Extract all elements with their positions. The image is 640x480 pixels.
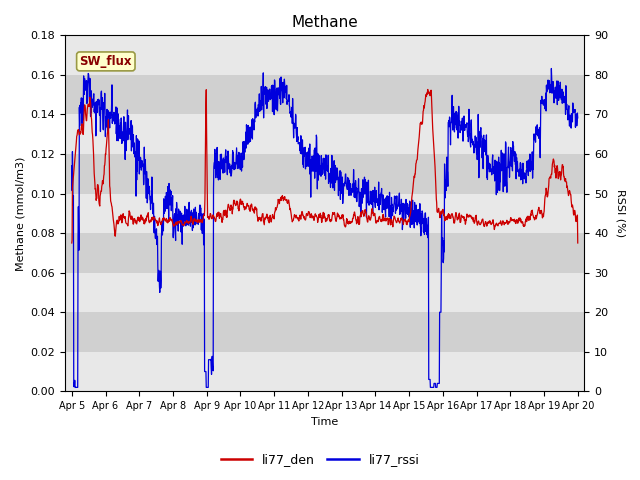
Line: li77_den: li77_den — [72, 89, 578, 243]
Bar — [65, 36, 584, 75]
Bar — [65, 114, 584, 154]
li77_rssi — [444, 183, 452, 189]
li77_den — [444, 212, 452, 218]
li77_den — [518, 220, 526, 226]
li77_den — [301, 217, 309, 223]
li77_den — [68, 240, 76, 246]
li77_den — [147, 219, 155, 225]
Bar — [65, 154, 584, 193]
Title: Methane: Methane — [291, 15, 358, 30]
Line: li77_rssi: li77_rssi — [72, 69, 578, 387]
li77_den — [568, 200, 575, 206]
Bar — [65, 75, 584, 114]
li77_rssi — [71, 384, 79, 390]
Y-axis label: RSSI (%): RSSI (%) — [615, 189, 625, 238]
li77_rssi — [312, 147, 319, 153]
Bar — [65, 233, 584, 273]
li77_den — [574, 240, 582, 246]
li77_rssi — [302, 159, 310, 165]
li77_rssi — [568, 113, 575, 119]
Text: SW_flux: SW_flux — [79, 55, 132, 68]
Bar — [65, 352, 584, 391]
Bar — [65, 193, 584, 233]
li77_rssi — [574, 115, 582, 121]
li77_rssi — [68, 163, 76, 169]
li77_den — [311, 212, 319, 217]
Y-axis label: Methane (mmol/m3): Methane (mmol/m3) — [15, 156, 25, 271]
li77_rssi — [518, 177, 526, 182]
li77_rssi — [548, 66, 556, 72]
li77_rssi — [147, 200, 155, 206]
li77_den — [424, 86, 431, 92]
Bar — [65, 273, 584, 312]
X-axis label: Time: Time — [311, 417, 339, 427]
Bar — [65, 312, 584, 352]
Legend: li77_den, li77_rssi: li77_den, li77_rssi — [216, 448, 424, 471]
